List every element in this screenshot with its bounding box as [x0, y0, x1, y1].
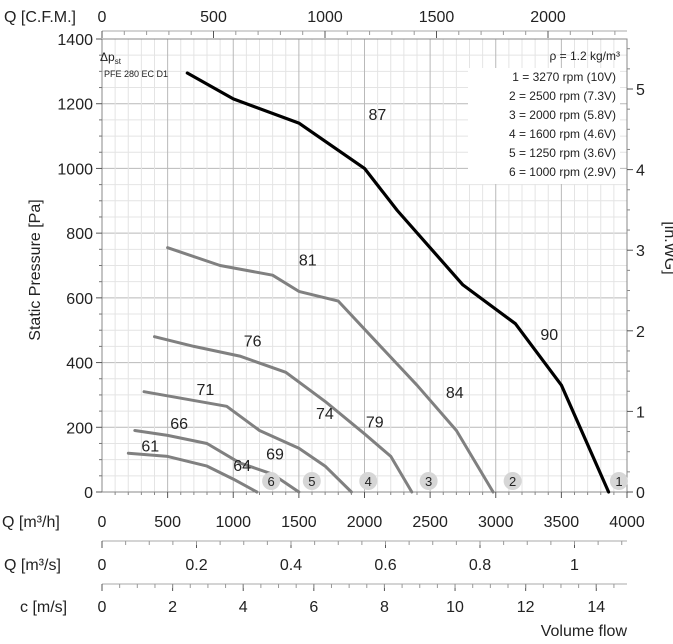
y-tick-label: 200	[66, 420, 93, 437]
y-tick-label: 600	[66, 291, 93, 308]
efficiency-label: 61	[141, 439, 159, 456]
curve-marker-circle	[609, 472, 628, 490]
legend-entry: 3 = 2000 rpm (5.8V)	[509, 108, 616, 122]
x-tick-label: 4000	[609, 514, 645, 531]
x-tick-label: 2000	[347, 514, 383, 531]
curve-marker-label: 3	[425, 474, 432, 489]
legend-box	[468, 68, 620, 184]
m3s-tick-label: 0.6	[374, 557, 396, 574]
curve-marker-circle	[419, 472, 438, 490]
m3s-axis-label: Q [m³/s]	[4, 557, 61, 574]
efficiency-label: 74	[316, 406, 334, 423]
legend-entry: 1 = 3270 rpm (10V)	[512, 70, 616, 84]
fan-curve-3	[153, 335, 414, 494]
y-tick-label: 800	[66, 226, 93, 243]
efficiency-label: 69	[266, 447, 284, 464]
efficiency-label: 90	[540, 327, 558, 344]
efficiency-label: 64	[233, 458, 251, 475]
ms-tick-label: 14	[587, 599, 605, 616]
x-tick-label: 2500	[412, 514, 448, 531]
legend-entry: 5 = 1250 rpm (3.6V)	[509, 146, 616, 160]
m3s-tick-label: 0.4	[280, 557, 302, 574]
fan-curve-1	[185, 71, 611, 494]
legend-entry: 4 = 1600 rpm (4.6V)	[509, 127, 616, 141]
m3s-tick-label: 0.2	[185, 557, 207, 574]
cfm-tick-label: 2000	[530, 9, 566, 26]
curve-marker-circle	[503, 472, 522, 490]
ms-tick-label: 6	[309, 599, 318, 616]
m3s-tick-label: 1	[570, 557, 579, 574]
model-label: PFE 280 EC D1	[104, 69, 168, 79]
x-tick-label: 1500	[281, 514, 317, 531]
y-tick-label: 0	[84, 485, 93, 502]
curve-marker-label: 5	[308, 474, 315, 489]
ms-tick-label: 10	[446, 599, 464, 616]
ms-tick-label: 2	[168, 599, 177, 616]
cfm-tick-label: 1500	[419, 9, 455, 26]
x-tick-label: 1000	[215, 514, 251, 531]
curve-marker-circle	[262, 472, 281, 490]
y-tick-label: 400	[66, 356, 93, 373]
y-tick-label: 1200	[57, 97, 93, 114]
legend-entry: 6 = 1000 rpm (2.9V)	[509, 165, 616, 179]
x-tick-label: 500	[154, 514, 181, 531]
x-axis-label: Volume flow	[541, 623, 628, 640]
fan-curve-6	[126, 451, 259, 494]
fan-curves	[126, 71, 611, 494]
efficiency-label: 84	[446, 385, 464, 402]
fan-curve-4	[142, 390, 353, 494]
m3h-axis-label: Q [m³/h]	[2, 514, 60, 531]
efficiency-label: 76	[244, 333, 262, 350]
curve-marker-label: 4	[365, 474, 372, 489]
curve-marker-label: 1	[615, 474, 622, 489]
inwg-tick-label: 4	[636, 163, 645, 180]
efficiency-label: 81	[299, 253, 317, 270]
cfm-tick-label: 1000	[307, 9, 343, 26]
y-axis-label-right: [in.WG]	[661, 221, 673, 274]
curve-labels: 87 90 81 84 76 79 71 74 66 69 61 64 1 2 3 4 5 6 1 = 3270 r…	[141, 68, 628, 490]
ms-tick-label: 8	[380, 599, 389, 616]
ms-tick-label: 0	[98, 599, 107, 616]
curve-marker-label: 6	[268, 474, 275, 489]
cfm-tick-label: 500	[200, 9, 227, 26]
y-tick-label: 1400	[57, 32, 93, 49]
efficiency-label: 79	[366, 414, 384, 431]
x-tick-label: 0	[98, 514, 107, 531]
inwg-tick-label: 2	[636, 324, 645, 341]
curve-marker-label: 2	[509, 474, 516, 489]
x-tick-label: 3500	[544, 514, 580, 531]
y-axis-label: Static Pressure [Pa]	[27, 199, 44, 340]
curve-marker-circle	[302, 472, 321, 490]
inwg-tick-label: 0	[636, 485, 645, 502]
x-tick-label: 3000	[478, 514, 514, 531]
dp-label: Δpst	[100, 50, 122, 66]
curve-marker-circle	[359, 472, 378, 490]
m3s-tick-label: 0	[98, 557, 107, 574]
inwg-tick-label: 3	[636, 243, 645, 260]
air-density-label: ρ = 1.2 kg/m³	[549, 49, 620, 63]
efficiency-label: 71	[197, 382, 215, 399]
fan-curve-2	[166, 246, 495, 494]
m3s-tick-label: 0.8	[469, 557, 491, 574]
cfm-tick-label: 0	[98, 9, 107, 26]
inwg-tick-label: 1	[636, 404, 645, 421]
efficiency-label: 66	[170, 416, 188, 433]
inwg-tick-label: 5	[636, 82, 645, 99]
ms-tick-label: 12	[517, 599, 535, 616]
legend-entry: 2 = 2500 rpm (7.3V)	[509, 89, 616, 103]
cfm-axis-label: Q [C.F.M.]	[4, 9, 76, 26]
ms-axis-label: c [m/s]	[20, 599, 67, 616]
ms-tick-label: 4	[239, 599, 248, 616]
efficiency-label: 87	[368, 107, 386, 124]
y-tick-label: 1000	[57, 161, 93, 178]
